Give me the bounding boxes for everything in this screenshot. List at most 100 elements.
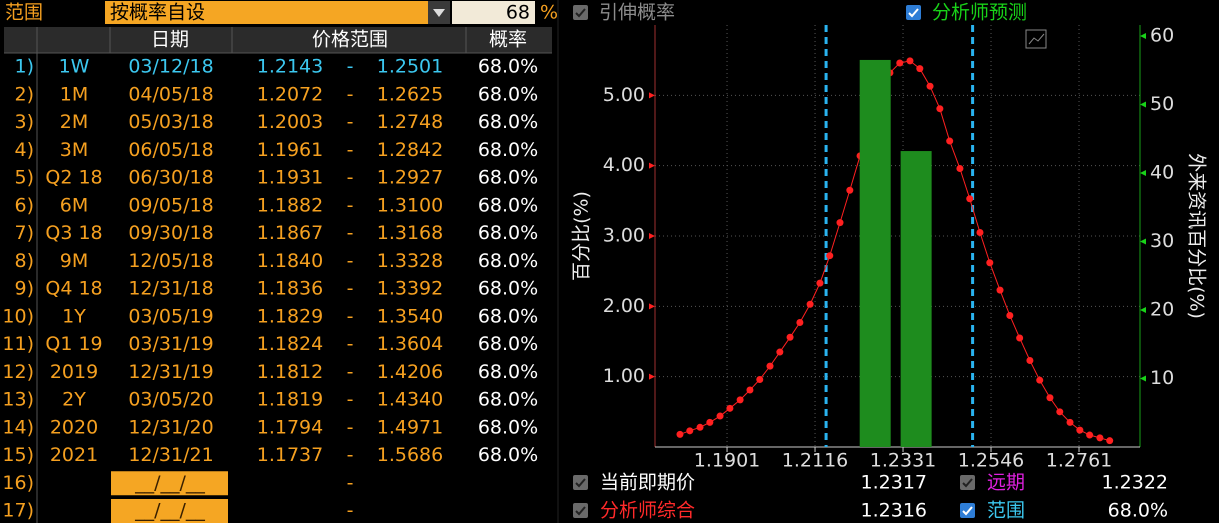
curve-point	[766, 362, 774, 370]
curve-point	[956, 164, 964, 172]
row-index: 17)	[2, 500, 34, 522]
low: 1.1829	[257, 305, 323, 327]
high: 1.3100	[377, 194, 443, 216]
prob: 68.0%	[478, 389, 538, 411]
toggle-checkbox[interactable]	[573, 5, 588, 20]
date: 06/30/18	[128, 167, 213, 189]
y-tick	[649, 233, 655, 239]
legend-checkbox[interactable]	[960, 475, 975, 490]
legend-value: 68.0%	[1108, 500, 1168, 522]
prob: 68.0%	[478, 305, 538, 327]
y2-tick-label: 50	[1150, 93, 1174, 115]
row-index: 9)	[14, 278, 34, 300]
x-tick-label: 1.2761	[1046, 450, 1112, 472]
curve-point	[966, 195, 974, 203]
low: 1.1812	[257, 361, 323, 383]
high: 1.4971	[377, 416, 443, 438]
column-header: 日期	[151, 29, 189, 51]
y-tick-label: 4.00	[603, 154, 645, 176]
tenor: 2Y	[62, 389, 86, 411]
date: 04/05/18	[128, 83, 213, 105]
high: 1.4206	[377, 361, 443, 383]
high: 1.5686	[377, 444, 443, 466]
tenor: 1M	[60, 83, 88, 105]
sep: -	[347, 167, 354, 189]
column-header: 概率	[489, 29, 527, 51]
prob: 68.0%	[478, 139, 538, 161]
curve-point	[946, 137, 954, 145]
legend-value: 1.2316	[861, 500, 927, 522]
prob: 68.0%	[478, 222, 538, 244]
prob: 68.0%	[478, 56, 538, 78]
curve-point	[706, 418, 714, 426]
sep: -	[347, 278, 354, 300]
y2-tick-label: 30	[1150, 230, 1174, 252]
toggle-checkbox[interactable]	[906, 5, 921, 20]
y2-tick-label: 10	[1150, 367, 1174, 389]
chart-icon[interactable]	[1025, 29, 1047, 49]
toggle-label: 引伸概率	[599, 2, 675, 24]
low: 1.1840	[257, 250, 323, 272]
sep: -	[347, 139, 354, 161]
date-input[interactable]	[111, 499, 228, 523]
legend-label: 当前即期价	[600, 472, 695, 494]
low: 1.1836	[257, 278, 323, 300]
row-index: 10)	[2, 305, 34, 327]
row-index: 16)	[2, 472, 34, 494]
prob-input[interactable]	[452, 1, 535, 24]
y2-tick-label: 20	[1150, 298, 1174, 320]
sep: -	[347, 83, 354, 105]
y-tick	[649, 92, 655, 99]
table-header	[4, 27, 552, 53]
high: 1.3392	[377, 278, 443, 300]
curve-point	[816, 279, 824, 287]
curve-point	[826, 252, 834, 260]
y-tick-label: 2.00	[603, 295, 645, 317]
curve-point	[976, 228, 984, 236]
date-input[interactable]	[111, 471, 228, 496]
tenor: Q4 18	[45, 278, 102, 300]
x-tick-label: 1.1901	[694, 450, 760, 472]
high: 1.2625	[377, 83, 443, 105]
sep: -	[347, 56, 354, 78]
low: 1.1819	[257, 389, 323, 411]
row-index: 12)	[2, 361, 34, 383]
tenor: 2020	[50, 416, 98, 438]
row-index: 6)	[14, 194, 34, 216]
bar	[900, 151, 932, 447]
legend-checkbox[interactable]	[573, 503, 588, 518]
row-index: 2)	[14, 83, 34, 105]
tenor: 1Y	[62, 305, 86, 327]
column-header: 价格范围	[312, 29, 388, 51]
high: 1.3540	[377, 305, 443, 327]
curve-point	[1066, 418, 1074, 426]
curve-point	[1086, 431, 1094, 439]
sep: -	[347, 111, 354, 133]
y2-tick	[1140, 306, 1146, 313]
row-index: 14)	[2, 416, 34, 438]
low: 1.1794	[257, 416, 323, 438]
curve-point	[836, 219, 844, 227]
curve-point	[716, 412, 724, 420]
prob: 68.0%	[478, 278, 538, 300]
y2-axis-title: 外来资讯百分比(%)	[1186, 153, 1208, 319]
legend-checkbox[interactable]	[960, 503, 975, 518]
tenor: 2M	[60, 111, 88, 133]
date: 03/12/18	[128, 56, 213, 78]
tenor: 9M	[60, 250, 88, 272]
x-tick-label: 1.2116	[782, 450, 848, 472]
legend-checkbox[interactable]	[573, 475, 588, 490]
sep: -	[347, 416, 354, 438]
sep: -	[347, 361, 354, 383]
row-index: 8)	[14, 250, 34, 272]
tenor: 2021	[50, 444, 98, 466]
legend-value: 1.2322	[1102, 472, 1168, 494]
curve-point	[1036, 376, 1044, 384]
date: 12/05/18	[128, 250, 213, 272]
y-tick-label: 5.00	[603, 84, 645, 106]
sep: -	[347, 250, 354, 272]
curve-point	[926, 82, 934, 90]
date: 12/31/20	[128, 416, 213, 438]
mode-dropdown[interactable]	[105, 1, 428, 24]
sep: -	[347, 472, 354, 494]
